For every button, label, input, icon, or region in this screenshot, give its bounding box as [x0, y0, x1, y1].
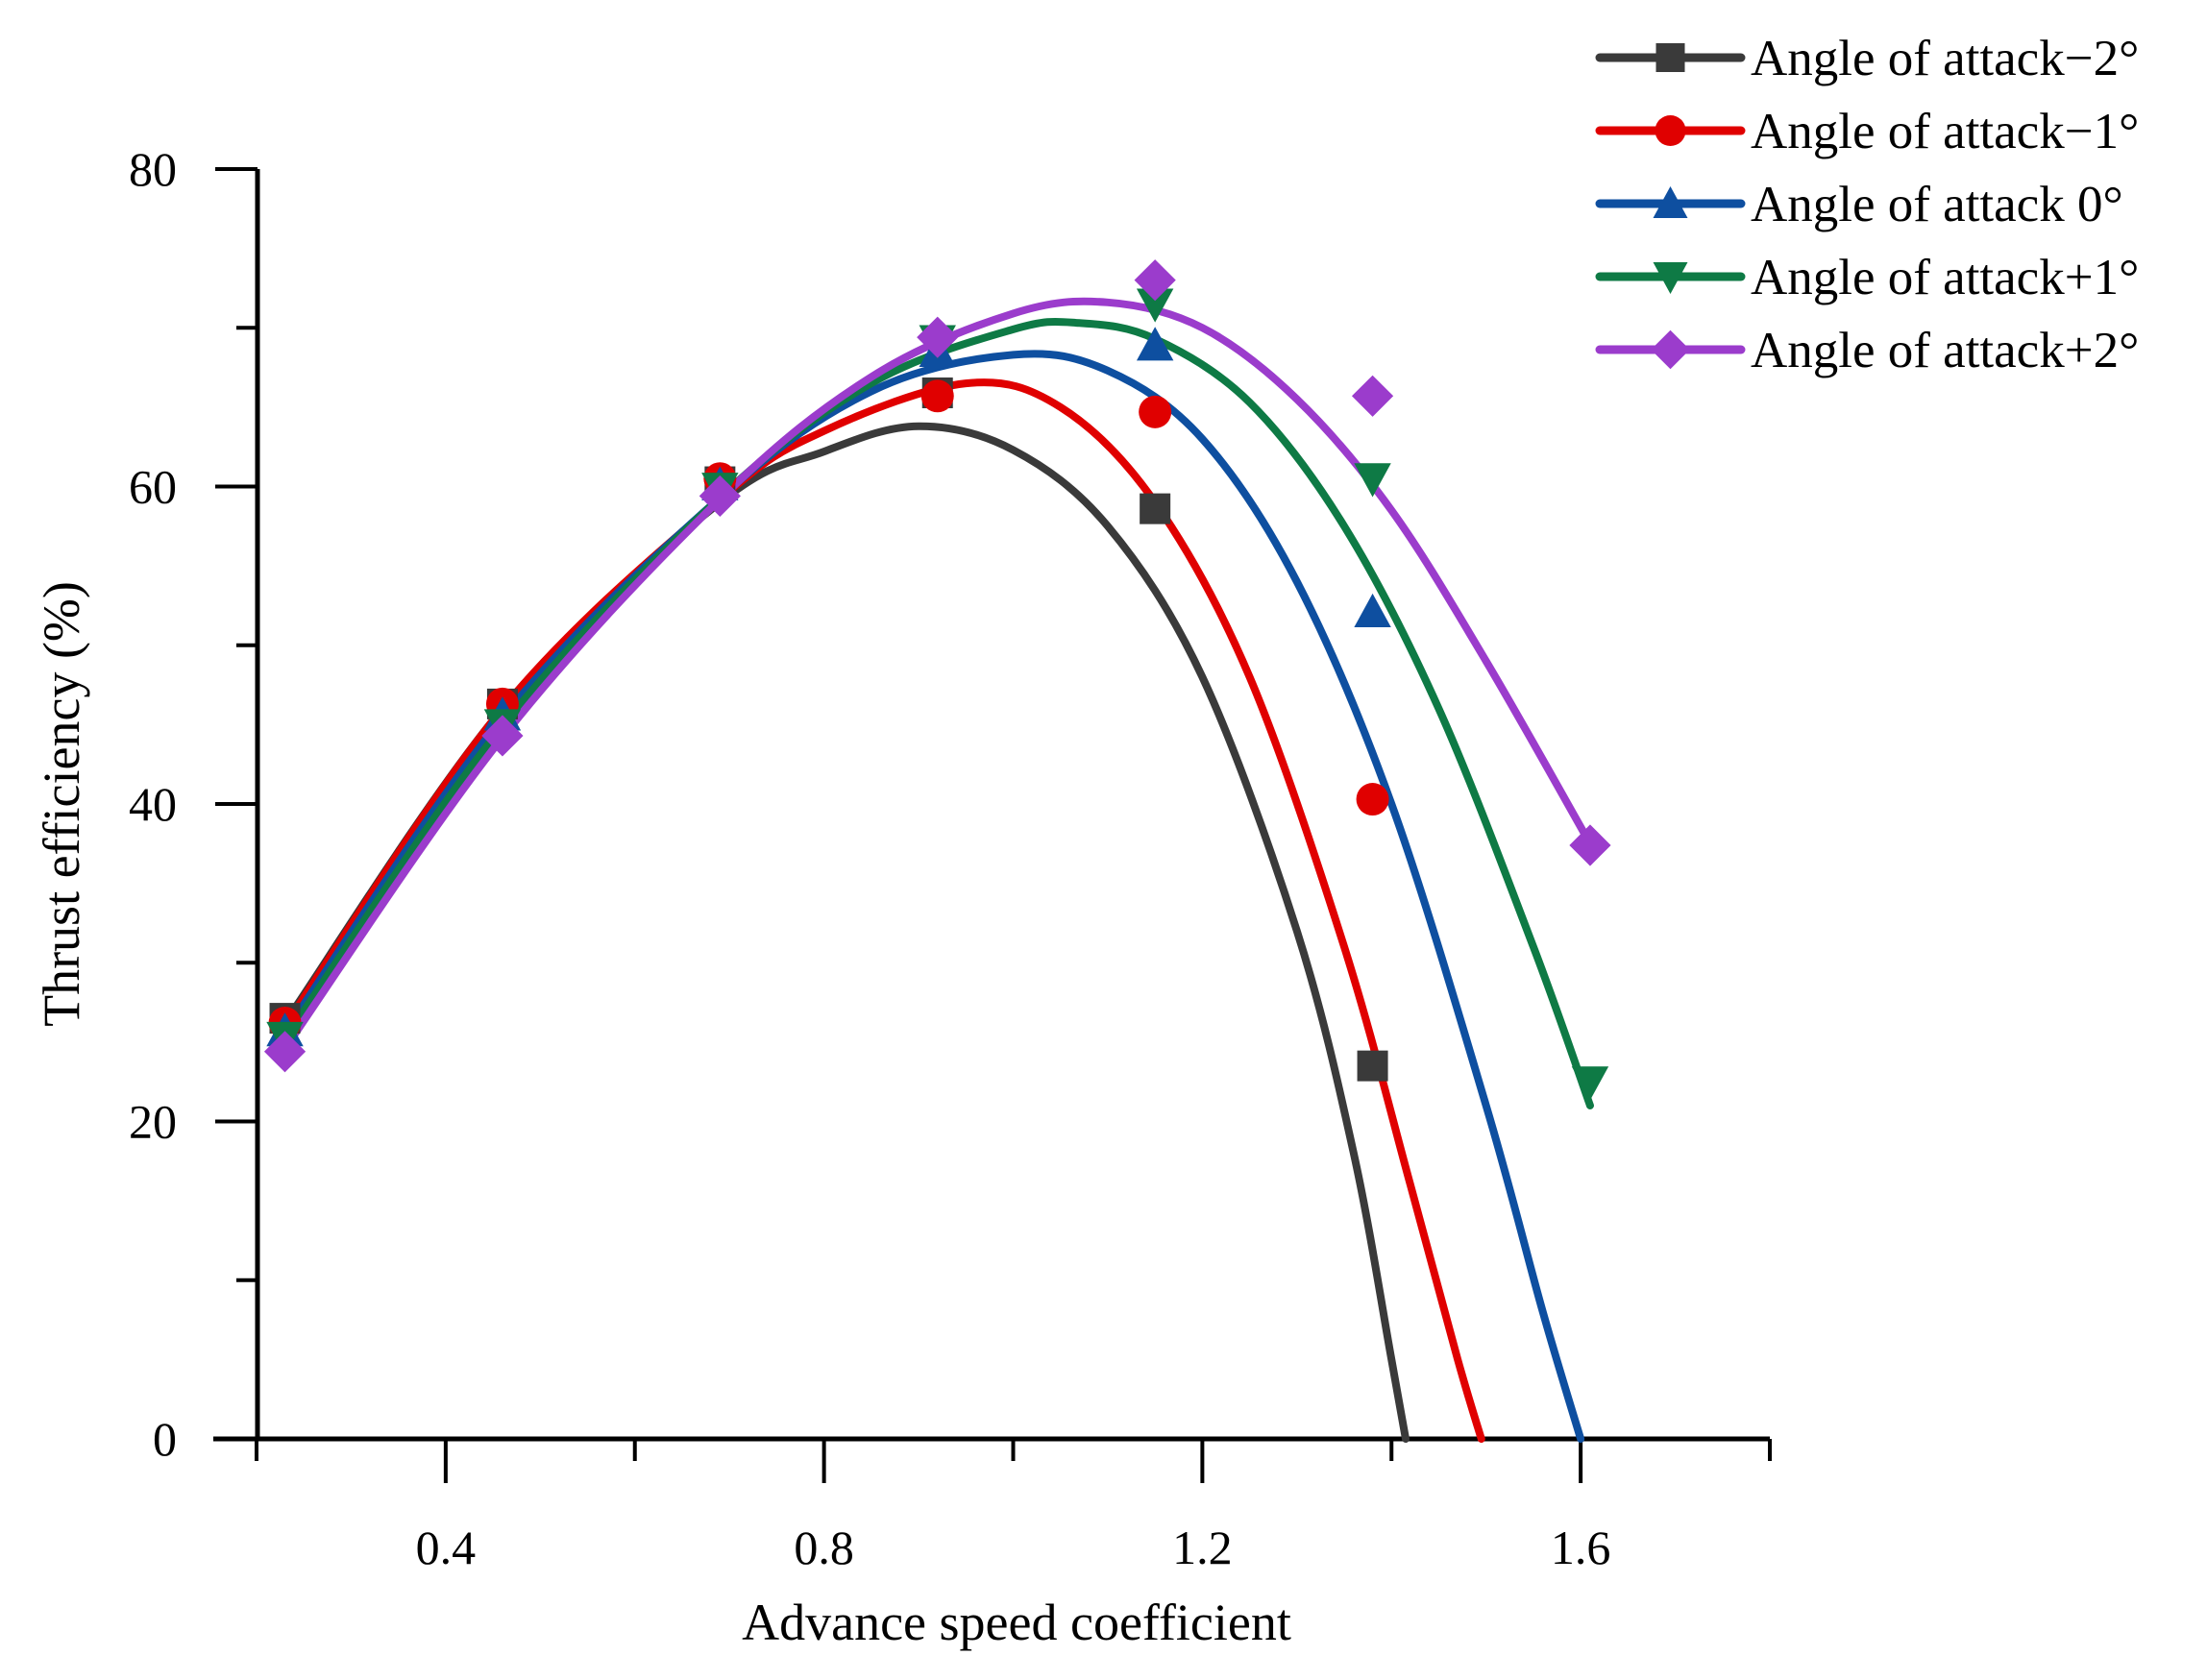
data-point-series-4	[1134, 259, 1176, 302]
y-tick-label: 80	[129, 142, 177, 196]
legend-label-4: Angle of attack+2°	[1751, 323, 2139, 378]
y-tick-label: 20	[129, 1095, 177, 1149]
x-tick-label: 0.4	[416, 1521, 477, 1574]
x-tick-label: 1.6	[1551, 1521, 1611, 1574]
x-ticks: 0.4 0.8 1.2 1.6	[255, 1439, 1772, 1574]
data-point-series-4	[917, 316, 959, 358]
data-point-series-1	[920, 379, 954, 413]
legend-label-3: Angle of attack+1°	[1751, 250, 2139, 305]
legend-marker-1	[1655, 115, 1686, 146]
y-ticks: 0 20 40 60 80	[129, 142, 257, 1466]
data-point-series-2	[1354, 593, 1391, 628]
legend: Angle of attack−2° Angle of attack−1° Angl…	[1595, 31, 2139, 378]
data-point-series-1	[1356, 783, 1389, 816]
data-markers	[263, 259, 1611, 1101]
legend-marker-2	[1653, 186, 1688, 218]
series-curve-2	[281, 350, 1585, 1443]
series-curve-0	[281, 422, 1410, 1443]
legend-label-0: Angle of attack−2°	[1751, 31, 2139, 86]
data-point-series-4	[481, 715, 524, 757]
data-point-series-1	[1139, 395, 1172, 428]
series-curve-4	[281, 297, 1594, 1053]
data-point-series-3	[1136, 288, 1174, 323]
x-tick-label: 1.2	[1172, 1521, 1233, 1574]
data-point-series-4	[1351, 375, 1394, 417]
y-tick-label: 0	[153, 1412, 177, 1466]
data-point-series-2	[1136, 327, 1174, 361]
legend-label-1: Angle of attack−1°	[1751, 104, 2139, 159]
data-point-series-0	[1140, 493, 1171, 524]
y-tick-label: 40	[129, 777, 177, 831]
y-axis-title: Thrust efficiency (%)	[33, 581, 90, 1027]
x-axis-title: Advance speed coefficient	[742, 1594, 1291, 1651]
x-tick-label: 0.8	[794, 1521, 854, 1574]
data-point-series-3	[1354, 463, 1391, 498]
series-curve-1	[281, 378, 1485, 1443]
data-point-series-4	[263, 1031, 307, 1073]
series-curve-3	[281, 317, 1594, 1109]
y-tick-label: 60	[129, 460, 177, 514]
legend-marker-3	[1653, 262, 1688, 294]
data-point-series-0	[1357, 1050, 1388, 1082]
data-point-series-4	[699, 475, 741, 518]
legend-marker-0	[1655, 43, 1685, 72]
data-point-series-4	[1569, 824, 1611, 866]
legend-label-2: Angle of attack 0°	[1751, 177, 2123, 232]
fit-curves	[281, 297, 1594, 1443]
legend-marker-4	[1651, 329, 1690, 370]
data-point-series-3	[1571, 1066, 1609, 1101]
